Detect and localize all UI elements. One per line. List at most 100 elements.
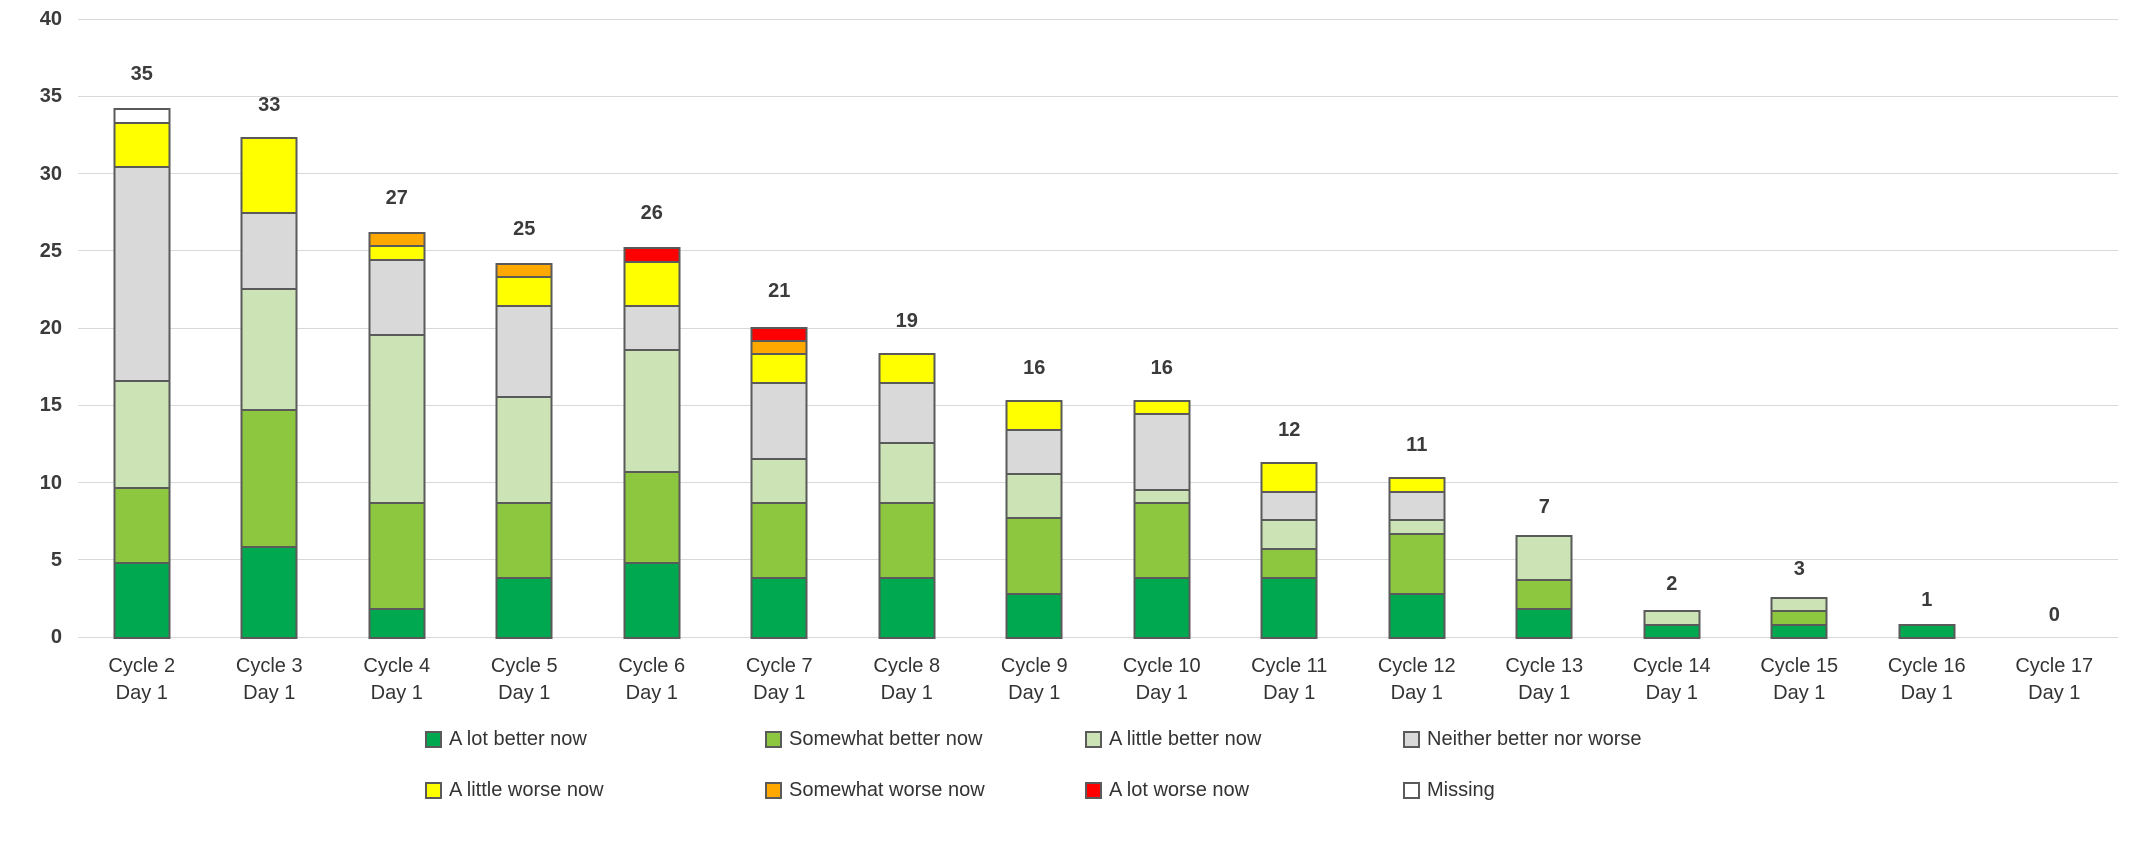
bar-segment-a-lot-better-now bbox=[113, 561, 171, 639]
legend-label: Neither better nor worse bbox=[1427, 728, 1642, 750]
gridline bbox=[78, 636, 2118, 638]
legend-swatch-missing bbox=[1403, 782, 1420, 799]
bar-segment-somewhat-better-now bbox=[1260, 548, 1318, 580]
legend-item-somewhat-worse-now: Somewhat worse now bbox=[765, 779, 1085, 802]
bar-cycle-4 bbox=[368, 231, 426, 639]
bar-total-label: 11 bbox=[1406, 434, 1428, 457]
bar-cycle-6 bbox=[623, 247, 681, 639]
bar-total-label: 2 bbox=[1666, 573, 1678, 596]
bar-slot-cycle-13: 7 Cycle 13 Day 1 bbox=[1481, 19, 1609, 704]
bar-slot-cycle-11: 12 Cycle 11 Day 1 bbox=[1226, 19, 1354, 704]
plot-area: 0 5 10 15 20 25 30 35 40 35 Cycle 2 Day 1 33 Cycle 3… bbox=[40, 9, 2118, 704]
bar-slot-cycle-5: 25 Cycle 5 Day 1 bbox=[461, 19, 589, 704]
x-axis-label: Cycle 5 Day 1 bbox=[490, 655, 558, 704]
bar-segment-neither-better-nor-worse bbox=[750, 382, 808, 460]
bar-slot-cycle-12: 11 Cycle 12 Day 1 bbox=[1353, 19, 1481, 704]
bar-cycle-15 bbox=[1770, 596, 1828, 639]
bar-total-label: 0 bbox=[2048, 604, 2060, 626]
gridline bbox=[78, 18, 2118, 20]
bar-segment-a-little-better-now bbox=[368, 334, 426, 504]
x-axis-label: Cycle 13 Day 1 bbox=[1505, 655, 1584, 704]
legend-swatch-a-little-better-now bbox=[1085, 731, 1102, 748]
y-axis-tick-label: 0 bbox=[50, 626, 62, 648]
bar-segment-neither-better-nor-worse bbox=[1260, 490, 1318, 522]
bar-slot-cycle-8: 19 Cycle 8 Day 1 bbox=[843, 19, 971, 704]
bar-segment-a-lot-better-now bbox=[1515, 608, 1573, 639]
bar-segment-neither-better-nor-worse bbox=[368, 258, 426, 337]
bar-cycle-5 bbox=[495, 262, 553, 639]
y-axis-tick-label: 30 bbox=[39, 162, 62, 185]
x-axis-label: Cycle 15 Day 1 bbox=[1760, 655, 1839, 704]
bar-total-label: 3 bbox=[1793, 557, 1805, 580]
bar-segment-somewhat-better-now bbox=[1515, 579, 1573, 611]
bar-total-label: 16 bbox=[1150, 356, 1173, 379]
y-axis-tick-label: 15 bbox=[39, 394, 62, 417]
bar-segment-a-lot-better-now bbox=[1388, 592, 1446, 639]
legend-label: A lot better now bbox=[449, 728, 587, 750]
legend-swatch-somewhat-better-now bbox=[765, 731, 782, 748]
bar-segment-a-lot-better-now bbox=[368, 608, 426, 639]
legend-swatch-neither-better-nor-worse bbox=[1403, 731, 1420, 748]
x-axis-label: Cycle 8 Day 1 bbox=[873, 655, 941, 704]
bar-segment-a-little-worse-now bbox=[1260, 461, 1318, 493]
bar-segment-somewhat-better-now bbox=[623, 471, 681, 564]
bar-segment-somewhat-better-now bbox=[1388, 532, 1446, 595]
bar-cycle-2 bbox=[113, 108, 171, 639]
bar-segment-a-little-worse-now bbox=[1005, 399, 1063, 431]
x-axis-label: Cycle 12 Day 1 bbox=[1377, 655, 1456, 704]
y-axis-tick-label: 10 bbox=[39, 471, 62, 494]
bar-segment-neither-better-nor-worse bbox=[240, 212, 298, 290]
bar-slot-cycle-6: 26 Cycle 6 Day 1 bbox=[588, 19, 716, 704]
bar-slot-cycle-10: 16 Cycle 10 Day 1 bbox=[1098, 19, 1226, 704]
bar-segment-a-little-better-now bbox=[878, 442, 936, 504]
bar-segment-a-lot-better-now bbox=[1643, 623, 1701, 639]
x-axis-label: Cycle 9 Day 1 bbox=[1000, 655, 1068, 704]
x-axis-label: Cycle 14 Day 1 bbox=[1632, 655, 1711, 704]
gridline bbox=[78, 559, 2118, 561]
legend: A lot better now Somewhat better now A lit… bbox=[425, 728, 1642, 802]
bar-segment-a-lot-better-now bbox=[1898, 623, 1956, 639]
bar-segment-a-lot-better-now bbox=[1260, 577, 1318, 639]
legend-swatch-a-little-worse-now bbox=[425, 782, 442, 799]
legend-swatch-a-lot-better-now bbox=[425, 731, 442, 748]
gridline bbox=[78, 404, 2118, 406]
bar-cycle-12 bbox=[1388, 477, 1446, 639]
gridline bbox=[78, 173, 2118, 174]
x-axis-label: Cycle 10 Day 1 bbox=[1122, 655, 1201, 704]
x-axis-label: Cycle 3 Day 1 bbox=[235, 655, 303, 704]
bar-segment-a-little-worse-now bbox=[113, 121, 171, 169]
bar-segment-neither-better-nor-worse bbox=[878, 382, 936, 445]
x-axis-label: Cycle 2 Day 1 bbox=[108, 655, 176, 704]
bar-segment-a-little-worse-now bbox=[623, 260, 681, 308]
bar-slot-cycle-16: 1 Cycle 16 Day 1 bbox=[1863, 19, 1991, 704]
bar-segment-a-little-better-now bbox=[113, 380, 171, 489]
bar-cycle-14 bbox=[1643, 610, 1701, 639]
y-axis-tick-label: 40 bbox=[39, 8, 62, 30]
bar-cycle-3 bbox=[240, 137, 298, 639]
legend-label: A little better now bbox=[1109, 728, 1262, 750]
bar-slot-cycle-9: 16 Cycle 9 Day 1 bbox=[971, 19, 1099, 704]
x-axis-label: Cycle 17 Day 1 bbox=[2015, 655, 2094, 704]
legend-item-a-little-worse-now: A little worse now bbox=[425, 779, 765, 802]
bar-total-label: 33 bbox=[258, 94, 281, 117]
bar-cycle-16 bbox=[1898, 623, 1956, 639]
bar-segment-a-little-better-now bbox=[1005, 473, 1063, 520]
bar-cycle-11 bbox=[1260, 461, 1318, 639]
legend-label: Missing bbox=[1427, 779, 1495, 801]
bar-slot-cycle-2: 35 Cycle 2 Day 1 bbox=[78, 19, 206, 704]
bar-segment-a-lot-better-now bbox=[1133, 577, 1191, 639]
bar-segment-neither-better-nor-worse bbox=[113, 166, 171, 383]
bar-total-label: 19 bbox=[895, 310, 918, 333]
legend-item-a-lot-better-now: A lot better now bbox=[425, 728, 765, 751]
legend-item-missing: Missing bbox=[1403, 779, 1642, 802]
legend-label: Somewhat better now bbox=[789, 728, 983, 750]
bar-segment-somewhat-better-now bbox=[878, 501, 936, 580]
bar-cycle-8 bbox=[878, 353, 936, 639]
bar-segment-neither-better-nor-worse bbox=[1005, 428, 1063, 476]
bar-segment-neither-better-nor-worse bbox=[1133, 413, 1191, 491]
bar-total-label: 26 bbox=[640, 202, 663, 225]
bar-total-label: 1 bbox=[1921, 588, 1933, 611]
bar-segment-a-little-better-now bbox=[1515, 534, 1573, 582]
bar-segment-a-little-better-now bbox=[623, 349, 681, 474]
